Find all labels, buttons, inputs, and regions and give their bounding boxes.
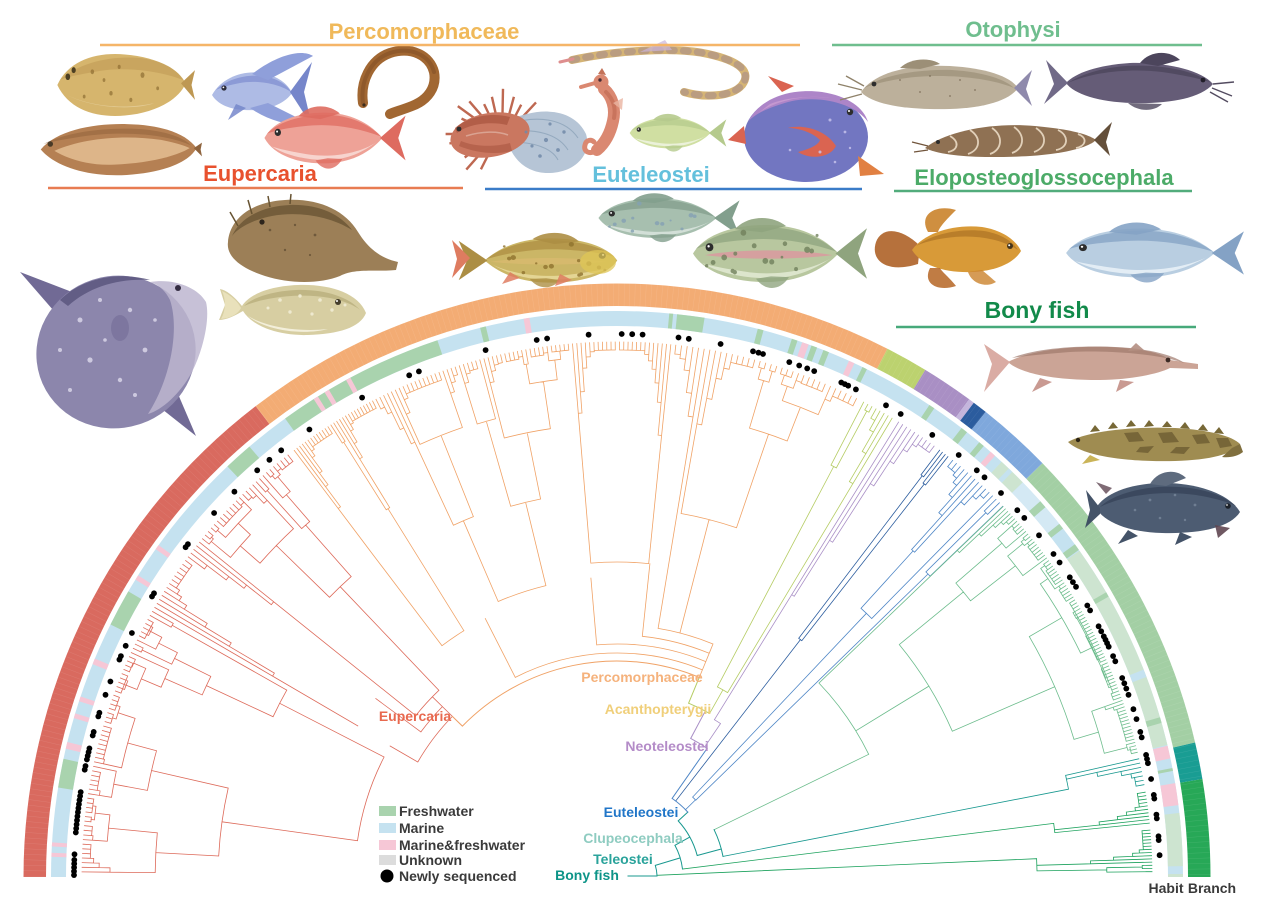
svg-text:Eupercaria: Eupercaria [203,161,317,186]
svg-text:Clupeocephala: Clupeocephala [583,830,683,846]
svg-text:Bony fish: Bony fish [555,867,619,883]
svg-text:Otophysi: Otophysi [965,17,1060,42]
svg-text:Percomorphaceae: Percomorphaceae [581,669,703,685]
svg-text:Eupercaria: Eupercaria [379,708,452,724]
svg-text:Marine&freshwater: Marine&freshwater [399,837,526,853]
svg-text:Unknown: Unknown [399,852,462,868]
svg-text:Marine: Marine [399,820,444,836]
svg-text:Euteleostei: Euteleostei [592,162,709,187]
svg-text:Branch: Branch [1188,880,1236,896]
svg-text:Percomorphaceae: Percomorphaceae [329,19,520,44]
svg-text:Teleostei: Teleostei [593,851,653,867]
svg-text:Habit: Habit [1149,880,1184,896]
svg-text:Neoteleostei: Neoteleostei [625,738,708,754]
svg-text:Freshwater: Freshwater [399,803,474,819]
svg-text:Euteleostei: Euteleostei [604,804,679,820]
svg-text:Acanthopterygii: Acanthopterygii [605,701,712,717]
svg-text:Bony fish: Bony fish [985,297,1090,323]
svg-text:Newly sequenced: Newly sequenced [399,868,517,884]
svg-text:Eloposteoglossocephala: Eloposteoglossocephala [914,165,1174,190]
